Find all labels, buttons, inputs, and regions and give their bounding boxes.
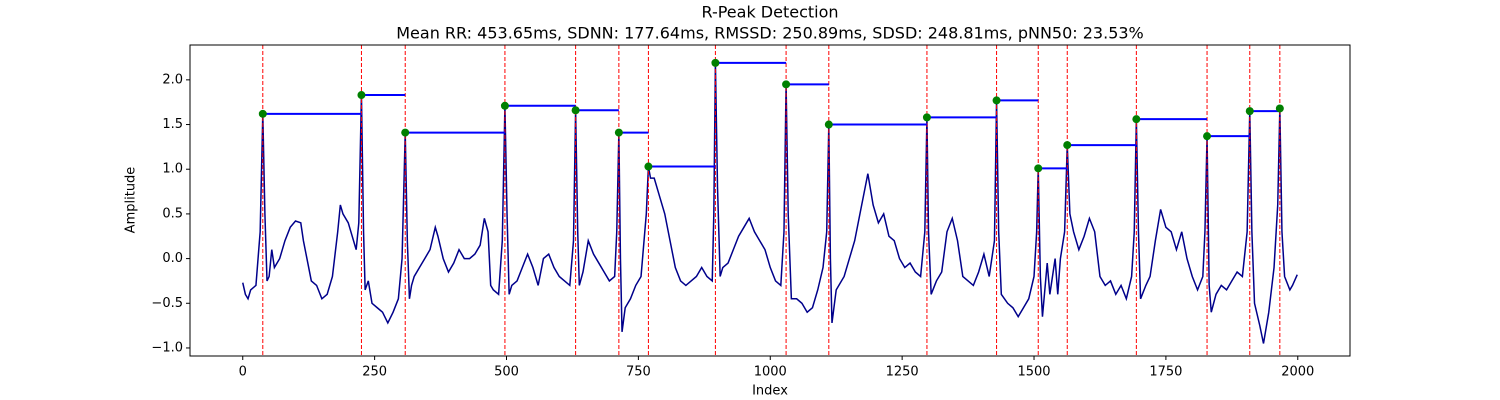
peak-point [1275,104,1284,113]
x-tick-label: 1250 [886,365,919,380]
x-tick-label: 1500 [1017,365,1050,380]
peak-point [992,96,1001,105]
peak-point [1203,132,1212,141]
y-tick-label: 0.0 [162,251,183,266]
signal-line [242,62,1298,344]
y-tick-label: 1.5 [162,117,183,132]
y-tick-label: −1.0 [151,340,183,355]
peak-point [1034,164,1043,173]
x-tick-label: 1000 [754,365,787,380]
peak-point [357,91,366,100]
peak-point [824,120,833,129]
peak-point [258,109,267,118]
peak-point [401,128,410,137]
peak-point [711,58,720,67]
peak-point [644,162,653,171]
chart-subtitle: Mean RR: 453.65ms, SDNN: 177.64ms, RMSSD… [396,24,1144,43]
y-tick-label: 1.0 [162,162,183,177]
x-axis-label: Index [752,384,788,399]
plot-frame [189,44,1351,357]
peak-point [500,101,509,110]
peak-point [782,80,791,89]
y-axis-label: Amplitude [124,167,139,234]
y-tick-label: 0.5 [162,206,183,221]
x-tick-label: 750 [626,365,651,380]
y-tick-label: 2.0 [162,72,183,87]
peak-point [614,128,623,137]
peak-point [1245,107,1254,116]
x-tick-label: 250 [362,365,387,380]
x-tick-label: 500 [494,365,519,380]
chart-title: R-Peak Detection [701,3,838,22]
y-tick-label: −0.5 [151,296,183,311]
peak-point [571,106,580,115]
peak-point [1063,141,1072,150]
x-tick-label: 2000 [1281,365,1314,380]
peak-point [1132,115,1141,124]
x-tick-label: 0 [239,365,247,380]
x-tick-label: 1750 [1149,365,1182,380]
peak-point [922,113,931,122]
